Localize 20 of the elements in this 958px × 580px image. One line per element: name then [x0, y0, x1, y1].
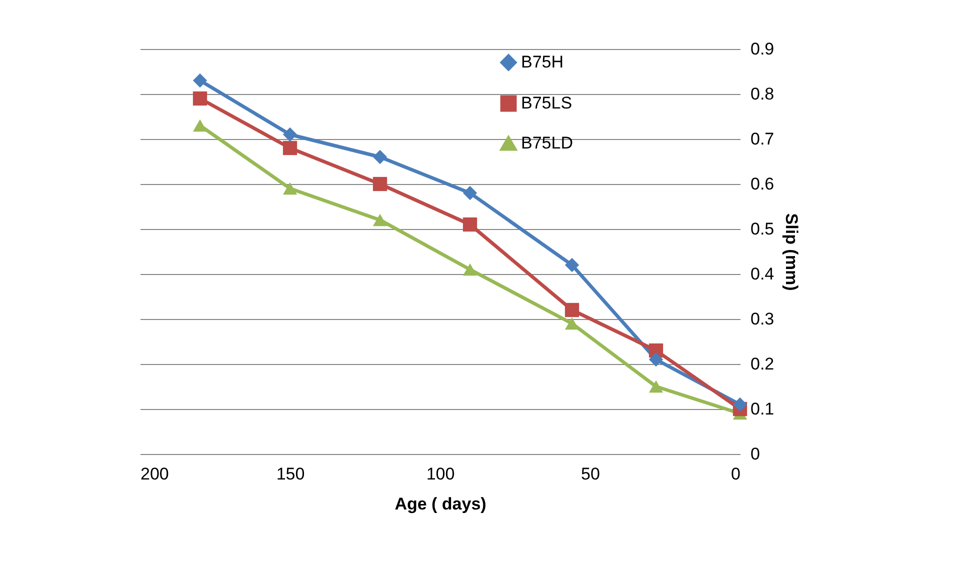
legend-label: B75LS: [521, 94, 572, 112]
legend-label: B75H: [521, 52, 564, 72]
y-tick-label: 0.1: [750, 400, 774, 418]
x-tick-label: 200: [140, 464, 169, 484]
x-tick-label: 100: [426, 464, 455, 484]
x-tick-label: 0: [731, 464, 740, 484]
y-tick-label: 0.4: [750, 264, 774, 284]
x-tick-label: 50: [581, 464, 600, 484]
y-tick-label: 0.3: [750, 310, 774, 328]
y-tick-label: 0.9: [750, 40, 774, 58]
legend-label: B75LD: [521, 134, 573, 152]
y-tick-label: 0.5: [750, 220, 774, 238]
y-tick-label: 0.8: [750, 84, 774, 104]
y-tick-label: 0.6: [750, 174, 774, 194]
x-axis-title: Age ( days): [394, 494, 486, 514]
y-tick-label: 0: [750, 444, 760, 464]
y-tick-label: 0.7: [750, 130, 774, 148]
x-tick-label: 150: [276, 464, 305, 484]
y-tick-label: 0.2: [750, 354, 774, 374]
y-axis-title: Slip (mm): [782, 213, 802, 291]
